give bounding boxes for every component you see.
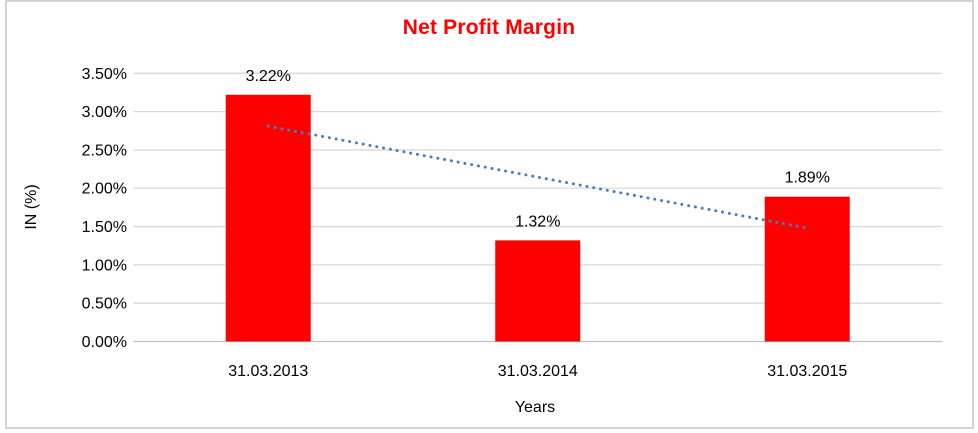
bar-31.03.2013	[225, 94, 311, 342]
x-axis-title: Years	[514, 399, 556, 416]
bar-data-label: 1.89%	[785, 170, 830, 187]
x-category-label: 31.03.2015	[767, 363, 847, 380]
chart-title: Net Profit Margin	[402, 16, 576, 39]
bar-data-label: 1.32%	[515, 213, 560, 230]
y-tick-label: 3.00%	[82, 104, 127, 121]
y-tick-label: 2.50%	[82, 142, 127, 159]
y-tick-label: 0.50%	[82, 296, 127, 313]
y-tick-label: 3.50%	[82, 66, 127, 83]
bar-31.03.2015	[764, 196, 850, 342]
y-tick-label: 1.00%	[82, 257, 127, 274]
bar-31.03.2014	[495, 240, 581, 342]
x-category-label: 31.03.2014	[498, 363, 578, 380]
y-tick-label: 0.00%	[82, 334, 127, 351]
y-tick-label: 1.50%	[82, 219, 127, 236]
x-category-label: 31.03.2013	[228, 363, 308, 380]
y-tick-label: 2.00%	[82, 181, 127, 198]
bar-data-label: 3.22%	[246, 68, 291, 85]
